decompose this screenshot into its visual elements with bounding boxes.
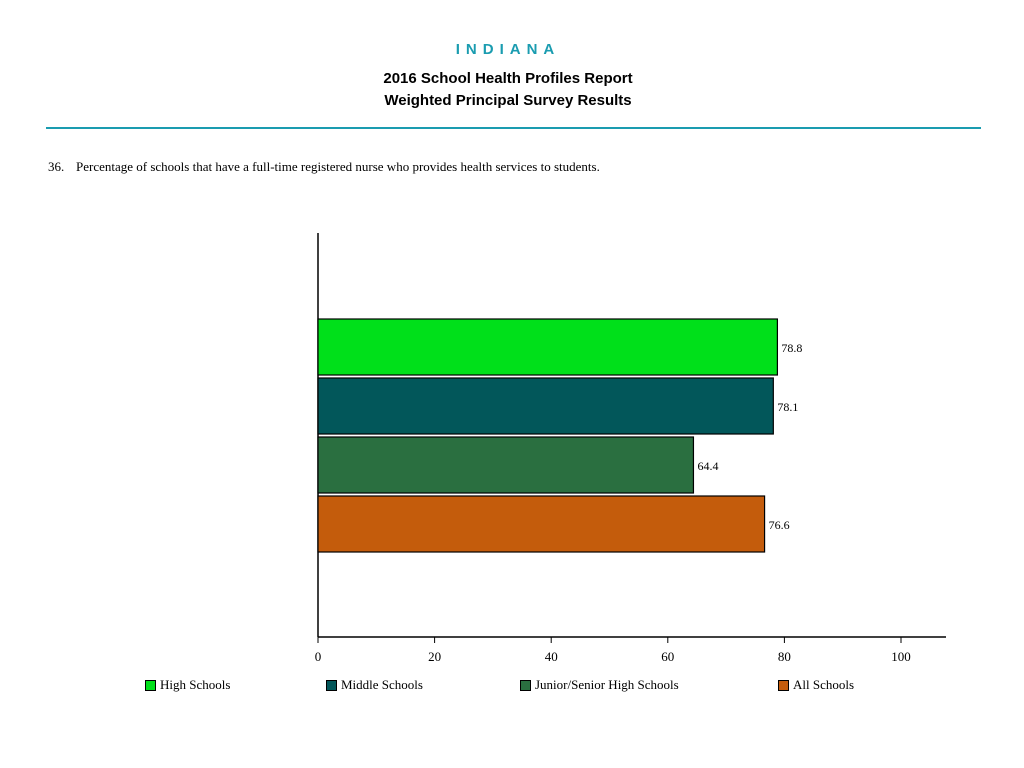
legend-swatch (778, 679, 789, 691)
header-divider (46, 127, 981, 129)
bar-value-label: 78.8 (781, 341, 802, 355)
legend-item: Junior/Senior High Schools (520, 677, 679, 693)
report-subtitle: Weighted Principal Survey Results (384, 92, 632, 109)
x-tick-label: 80 (778, 649, 791, 664)
bar (317, 318, 779, 376)
bar-value-label: 78.1 (777, 400, 798, 414)
legend-item: High Schools (145, 677, 230, 693)
x-tick-label: 0 (315, 649, 322, 664)
bar (317, 377, 774, 435)
report-title: 2016 School Health Profiles Report (383, 70, 633, 87)
question-number: 36. (48, 159, 65, 174)
x-tick-label: 20 (428, 649, 441, 664)
question: 36. Percentage of schools that have a ful… (48, 159, 600, 175)
legend-item: All Schools (778, 677, 854, 693)
x-tick-label: 60 (661, 649, 674, 664)
state-name: INDIANA (455, 41, 561, 58)
bar-value-label: 76.6 (769, 518, 790, 532)
bar (317, 436, 695, 494)
legend-swatch (145, 679, 156, 691)
bar-value-label: 64.4 (697, 459, 718, 473)
legend-item: Middle Schools (326, 677, 423, 693)
legend-swatch (326, 679, 337, 691)
question-text: Percentage of schools that have a full-t… (76, 159, 600, 174)
legend-label: All Schools (793, 677, 855, 692)
bar (317, 495, 766, 553)
legend-label: High Schools (160, 677, 231, 692)
legend-label: Middle Schools (341, 677, 423, 692)
x-tick-label: 100 (891, 649, 911, 664)
legend-label: Junior/Senior High Schools (535, 677, 679, 692)
legend-swatch (520, 679, 531, 691)
x-tick-label: 40 (545, 649, 558, 664)
